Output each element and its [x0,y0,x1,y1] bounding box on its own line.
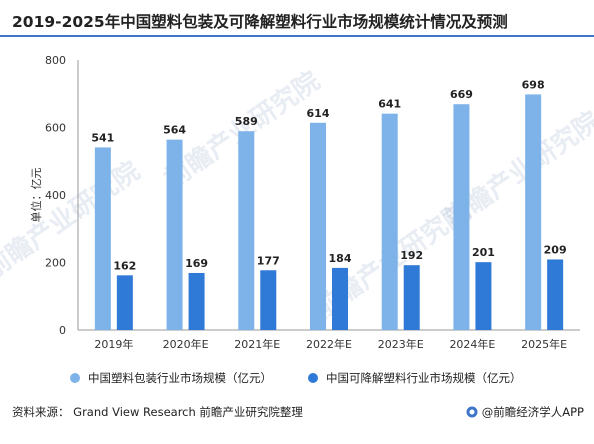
brand-text: @前瞻经济学人APP [481,405,584,419]
x-tick-label: 2019年 [94,337,133,351]
legend-swatch-packaging [70,373,80,383]
bar-degradable [260,270,277,330]
chart-legend: 中国塑料包装行业市场规模（亿元） 中国可降解塑料行业市场规模（亿元） [0,370,594,390]
bar-degradable [188,272,205,330]
data-label-degradable: 192 [400,249,423,262]
bar-degradable [116,275,133,330]
bar-degradable [475,262,492,330]
bar-degradable [547,259,564,330]
y-tick-label: 0 [59,324,66,337]
bar-packaging [525,94,542,330]
data-label-packaging: 589 [235,115,258,128]
data-label-packaging: 698 [522,78,545,91]
bar-packaging [166,139,183,330]
bar-chart: 单位：亿元 0 200 400 600 800 541 162 2019年 564 169 2020年… [29,54,580,351]
bar-packaging [381,113,398,330]
legend-item-degradable: 中国可降解塑料行业市场规模（亿元） [308,370,522,386]
data-label-degradable: 162 [113,259,136,272]
data-label-degradable: 184 [329,252,352,265]
x-tick-label: 2024年E [449,337,495,351]
data-label-packaging: 641 [378,98,401,111]
y-axis-label: 单位：亿元 [29,168,43,223]
data-label-degradable: 209 [544,243,567,256]
bar-degradable [403,265,420,330]
y-tick-label: 800 [45,54,66,67]
bar-degradable [332,267,348,330]
data-label-degradable: 201 [472,246,495,259]
y-tick-label: 400 [45,189,66,202]
bar-packaging [310,122,326,331]
data-label-packaging: 541 [91,131,114,144]
title-divider [0,35,594,37]
legend-swatch-degradable [308,373,318,383]
chart-title: 2019-2025年中国塑料包装及可降解塑料行业市场规模统计情况及预测 [12,13,508,31]
bar-packaging [453,104,470,331]
data-label-degradable: 177 [257,254,280,267]
data-label-degradable: 169 [185,257,208,270]
x-tick-label: 2023年E [378,337,424,351]
source-note: 资料来源： Grand View Research 前瞻产业研究院整理 [12,405,303,419]
legend-label-packaging: 中国塑料包装行业市场规模（亿元） [88,371,272,385]
brand-credit: @前瞻经济学人APP [466,404,584,420]
x-tick-label: 2025年E [521,337,567,351]
data-label-packaging: 669 [450,88,473,101]
x-tick-label: 2021年E [234,337,280,351]
data-label-packaging: 614 [307,107,330,120]
legend-item-packaging: 中国塑料包装行业市场规模（亿元） [70,370,272,386]
bar-packaging [238,131,255,330]
x-tick-label: 2020年E [163,337,209,351]
bar-packaging [94,147,111,330]
x-tick-label: 2022年E [306,337,352,351]
data-label-packaging: 564 [163,124,186,137]
brand-logo-icon [466,406,478,418]
y-tick-label: 200 [45,257,66,270]
y-tick-label: 600 [45,122,66,135]
legend-label-degradable: 中国可降解塑料行业市场规模（亿元） [326,371,522,385]
